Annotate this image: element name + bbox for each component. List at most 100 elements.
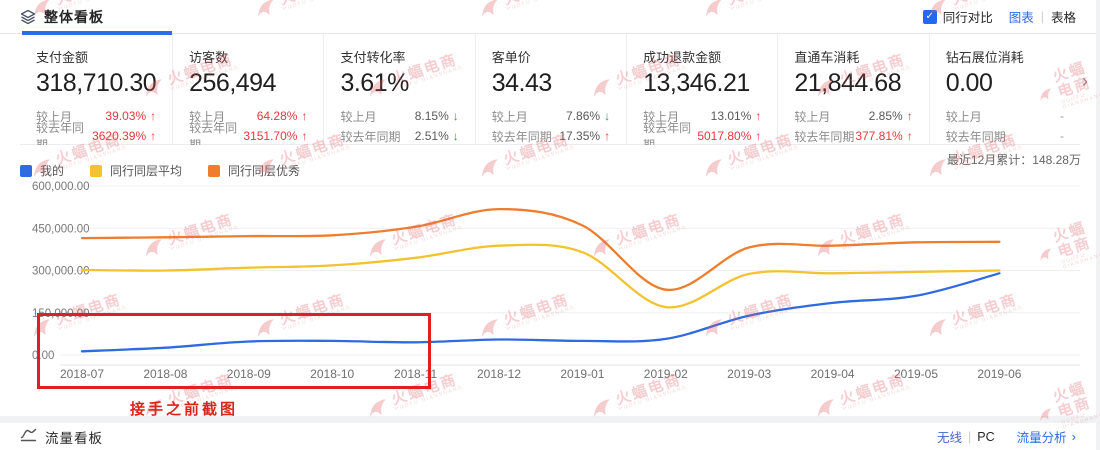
- legend-item-3[interactable]: 同行同层优秀: [208, 162, 300, 179]
- trend-chart-section: 最近12月累计：148.28万 我的 同行同层平均 同行同层优秀 0.00 150,0…: [20, 145, 1085, 416]
- x-axis-label: 2018-07: [60, 367, 104, 381]
- x-axis-label: 2018-10: [310, 367, 354, 381]
- metric-card-4[interactable]: 客单价 34.43 较上月 7.86% ↓ 较去年同期 17.35% ↑: [476, 34, 628, 146]
- up-arrow-icon: ↑: [755, 129, 762, 143]
- compare-row-label: 较上月: [794, 109, 831, 124]
- legend-swatch: [208, 164, 221, 177]
- metric-card-value: 0.00: [945, 69, 993, 97]
- x-axis-label: 2018-11: [394, 367, 437, 381]
- metric-compare-row: 较上月 -: [946, 106, 1064, 126]
- metric-compare-row: 较上月 13.01% ↑: [643, 106, 761, 126]
- compare-row-label: 较去年同期: [794, 129, 855, 144]
- metric-compare-row: 较上月 39.03% ↑: [36, 106, 156, 126]
- y-axis-label: 300,000.00: [32, 266, 90, 278]
- metric-card-6[interactable]: 直通车消耗 21,844.68 较上月 2.85% ↑ 较去年同期 377.81% ↑: [778, 34, 930, 144]
- down-arrow-icon: ↓: [452, 129, 459, 143]
- compare-row-label: 较去年同期: [945, 129, 1006, 144]
- x-axis-label: 2019-06: [977, 367, 1021, 381]
- y-axis-label: 450,000.00: [32, 223, 90, 235]
- down-arrow-icon: ↓: [604, 109, 611, 123]
- metric-card-title: 成功退款金额: [643, 50, 722, 65]
- compare-row-value: 377.81%: [855, 129, 903, 143]
- legend-swatch: [20, 164, 32, 177]
- series-line-同行同层优秀: [80, 207, 1001, 291]
- section-gap: [0, 416, 1100, 423]
- x-axis-label: 2019-01: [560, 367, 604, 381]
- x-axis-label: 2018-12: [477, 367, 521, 381]
- compare-row-label: 较上月: [945, 109, 982, 124]
- compare-row-label: 较上月: [36, 109, 73, 124]
- metric-card-7[interactable]: 钻石展位消耗 0.00 较上月 - 较去年同期 -: [930, 34, 1080, 144]
- metric-card-title: 客单价: [491, 50, 531, 65]
- traffic-board-header: 流量看板 无线 | PC 流量分析 ›: [0, 423, 1100, 450]
- metric-cards-row: 支付金额318,710.30较上月39.03%↑较去年同期3620.39%↑访客…: [20, 34, 1080, 152]
- compare-row-value: 64.28%: [256, 109, 298, 123]
- metric-compare-row: 较去年同期 17.35% ↑: [492, 126, 610, 146]
- up-arrow-icon: ↑: [150, 109, 157, 123]
- metric-card-title: 钻石展位消耗: [945, 50, 1024, 65]
- overall-board-header: 整体看板 ✓ 同行对比 图表 | 表格: [0, 0, 1100, 33]
- series-line-同行同层平均: [80, 243, 1001, 309]
- compare-row-value: -: [1060, 129, 1064, 143]
- pc-tab[interactable]: PC: [977, 429, 995, 444]
- traffic-analysis-link[interactable]: 流量分析: [1016, 431, 1067, 445]
- metric-compare-row: 较上月 7.86% ↓: [492, 106, 610, 126]
- y-axis-label: 0.00: [32, 350, 54, 362]
- down-arrow-icon: ↓: [452, 109, 459, 123]
- line-chart-icon: [20, 427, 37, 447]
- x-axis-label: 2019-04: [811, 367, 855, 381]
- x-axis-label: 2019-03: [727, 367, 771, 381]
- metric-compare-row: 较上月 2.85% ↑: [794, 106, 912, 126]
- metric-card-value: 13,346.21: [643, 69, 750, 97]
- view-chart-link[interactable]: 图表: [1008, 11, 1034, 25]
- view-table-link[interactable]: 表格: [1050, 11, 1076, 25]
- metric-card-value: 21,844.68: [794, 69, 902, 97]
- metric-compare-row: 较去年同期5017.80%↑: [643, 121, 762, 152]
- summary-value: 148.28万: [1032, 153, 1081, 167]
- metric-compare-row: 较去年同期3151.70%↑: [189, 121, 307, 152]
- compare-row-value: 8.15%: [414, 109, 449, 123]
- legend-item-1[interactable]: 我的: [20, 162, 64, 179]
- x-axis-label: 2018-09: [227, 367, 271, 381]
- summary-label: 最近12月累计：: [946, 153, 1033, 167]
- metric-card-value: 34.43: [491, 69, 553, 97]
- y-axis-label: 600,000.00: [32, 181, 90, 193]
- metric-card-title: 访客数: [189, 50, 229, 65]
- compare-row-label: 较去年同期: [491, 129, 552, 144]
- x-axis-label: 2019-02: [644, 367, 688, 381]
- compare-row-value: 7.86%: [566, 109, 601, 123]
- right-edge-strip: [1096, 0, 1100, 450]
- metric-card-3[interactable]: 支付转化率 3.61% 较上月 8.15% ↓ 较去年同期 2.51% ↓: [324, 34, 476, 144]
- active-card-indicator: [22, 31, 172, 35]
- compare-row-value: 2.85%: [868, 109, 903, 123]
- metric-card-value: 256,494: [189, 69, 276, 97]
- compare-row-value: 39.03%: [105, 109, 147, 123]
- metric-card-title: 直通车消耗: [794, 50, 860, 65]
- metric-card-5[interactable]: 成功退款金额 13,346.21 较上月 13.01%↑较去年同期5017.80%↑: [627, 34, 779, 152]
- legend-swatch: [90, 164, 103, 177]
- view-separator: |: [1040, 9, 1044, 24]
- compare-row-label: 较上月: [340, 109, 377, 124]
- traffic-analysis-chevron-icon[interactable]: ›: [1071, 429, 1076, 444]
- peer-compare-checkbox[interactable]: ✓: [922, 9, 937, 24]
- compare-row-value: 13.01%: [710, 109, 752, 123]
- compare-row-label: 较上月: [491, 109, 528, 124]
- y-axis-label: 150,000.00: [32, 308, 90, 320]
- metric-card-1[interactable]: 支付金额 318,710.30 较上月 39.03%↑较去年同期3620.39%↑: [20, 34, 174, 152]
- compare-row-value: 2.51%: [414, 129, 449, 143]
- chart-legend: 我的 同行同层平均 同行同层优秀: [20, 162, 326, 179]
- footer-separator: |: [968, 429, 972, 444]
- x-axis-label: 2018-08: [143, 367, 187, 381]
- legend-label: 我的: [40, 164, 65, 178]
- legend-label: 同行同层优秀: [228, 164, 301, 178]
- carousel-next-icon[interactable]: ›: [1082, 71, 1088, 91]
- wireless-tab[interactable]: 无线: [937, 431, 963, 445]
- up-arrow-icon: ↑: [755, 109, 762, 123]
- metric-card-2[interactable]: 访客数 256,494 较上月 64.28%↑较去年同期3151.70%↑: [173, 34, 325, 152]
- layers-icon: [20, 9, 36, 25]
- peer-compare-label: 同行对比: [942, 11, 993, 25]
- up-arrow-icon: ↑: [906, 129, 913, 143]
- legend-item-2[interactable]: 同行同层平均: [90, 162, 182, 179]
- up-arrow-icon: ↑: [906, 109, 913, 123]
